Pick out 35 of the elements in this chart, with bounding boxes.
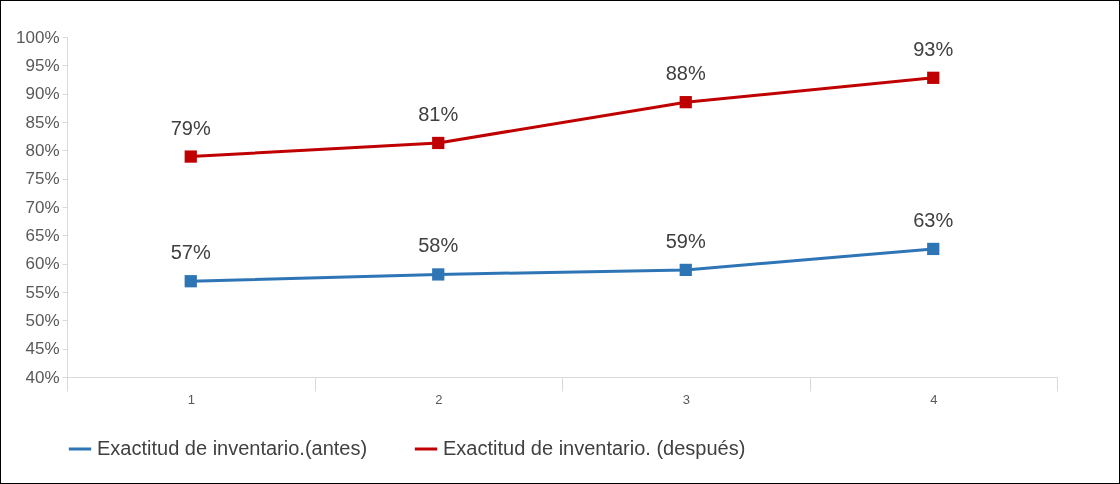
point (927, 71, 940, 84)
data-label: 79% (170, 116, 211, 139)
x-tick-label: 1 (187, 391, 195, 407)
point (679, 263, 692, 277)
y-tick-label: 45% (25, 339, 60, 359)
y-tick-label: 60% (25, 254, 60, 274)
legend-label: Exactitud de inventario. (después) (443, 437, 746, 459)
point (679, 96, 692, 109)
data-label: 63% (913, 208, 954, 231)
data-label: 57% (170, 241, 211, 264)
data-label: 88% (665, 62, 706, 85)
y-tick-label: 95% (25, 55, 60, 75)
y-tick-label: 70% (25, 197, 60, 217)
x-tick-label: 3 (682, 391, 690, 407)
point (927, 242, 940, 256)
y-tick-label: 50% (25, 310, 60, 330)
data-label: 59% (665, 229, 706, 252)
y-tick-label: 80% (25, 140, 60, 160)
x-tick-label: 4 (930, 391, 938, 407)
y-tick-label: 65% (25, 225, 60, 245)
point (184, 275, 197, 288)
y-tick-label: 85% (25, 112, 60, 132)
point (432, 268, 445, 281)
data-label: 81% (418, 102, 459, 125)
y-tick-label: 100% (16, 27, 60, 47)
data-label: 58% (418, 234, 459, 257)
y-tick-label: 40% (25, 367, 60, 387)
x-tick-label: 2 (435, 391, 443, 407)
y-tick-label: 90% (25, 84, 60, 104)
point (184, 150, 197, 163)
data-label: 93% (913, 37, 954, 60)
y-tick-label: 75% (25, 169, 60, 189)
y-tick-label: 55% (25, 282, 60, 302)
legend-label: Exactitud de inventario.(antes) (97, 437, 368, 459)
point (432, 136, 445, 150)
